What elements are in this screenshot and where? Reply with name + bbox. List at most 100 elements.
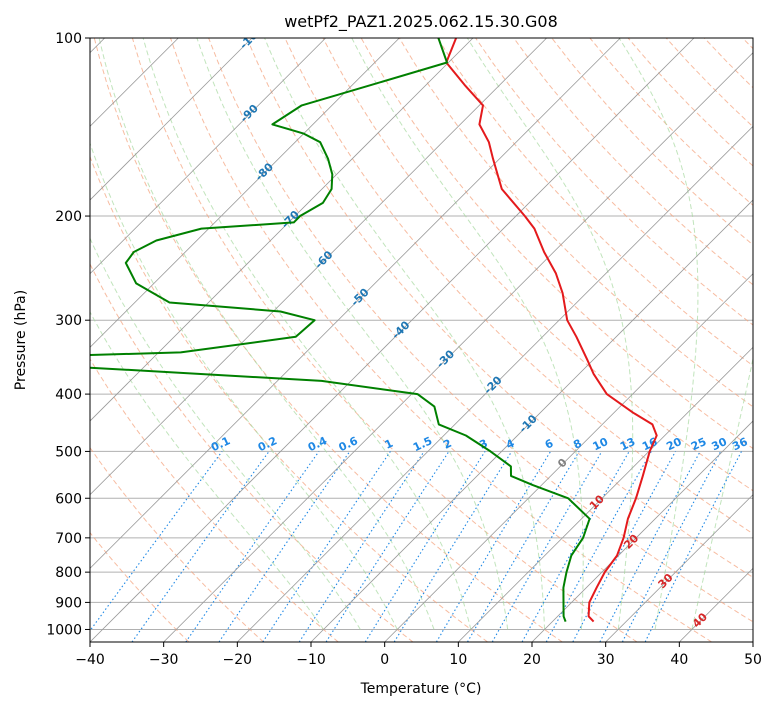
x-tick-label: −30: [149, 652, 179, 668]
x-axis-ticks: −40 −30 −20 −10 0 10 20 30 40 50: [75, 642, 762, 668]
isotherm-line: [679, 567, 753, 642]
dry-adiabat-line: [90, 446, 264, 642]
dry-adiabat-line: [90, 155, 488, 642]
dry-adiabat-line: [551, 38, 753, 246]
chart-title: wetPf2_PAZ1.2025.062.15.30.G08: [284, 12, 558, 32]
dry-adiabat-line: [90, 531, 190, 642]
moist-adiabat-line: [90, 141, 398, 630]
isotherm-label: -10: [517, 412, 540, 435]
isotherm-line: [90, 38, 621, 569]
moist-adiabat-line: [691, 356, 753, 630]
mixing-ratio-line: [599, 451, 701, 642]
y-axis-label: Pressure (hPa): [13, 290, 29, 390]
mixing-ratio-line: [298, 451, 425, 642]
x-tick-label: 50: [744, 652, 762, 668]
background-lines: [90, 38, 753, 642]
dry-adiabat-line: [90, 358, 339, 642]
mixing-ratio-label: 4: [504, 437, 517, 452]
mixing-ratio-label: 10: [591, 435, 611, 453]
dry-adiabat-line: [742, 38, 753, 50]
dry-adiabat-line: [665, 38, 753, 128]
isotherm-label: -60: [312, 248, 335, 271]
x-tick-label: 20: [523, 652, 541, 668]
y-tick-label: 500: [55, 444, 82, 460]
moist-adiabat-line: [196, 38, 509, 630]
dry-adiabat-line: [284, 38, 753, 535]
isotherm-line: [237, 125, 753, 642]
dry-adiabat-line: [703, 38, 753, 89]
mixing-ratio-line: [545, 451, 652, 642]
dry-adiabat-line: [322, 38, 753, 492]
y-tick-label: 100: [55, 31, 82, 47]
mixing-ratio-line: [393, 451, 513, 642]
isotherm-label: 0: [555, 456, 570, 471]
mixing-ratio-line: [325, 451, 450, 642]
mixing-ratio-line: [218, 451, 351, 642]
dry-adiabat-line: [208, 38, 753, 623]
dry-adiabat-line: [170, 38, 712, 642]
y-tick-label: 200: [55, 209, 82, 225]
y-axis-ticks: 100 200 300 400 500 600 700 800 900 1000: [46, 31, 90, 638]
isotherm-line: [163, 52, 753, 642]
moist-adiabat-line: [466, 38, 634, 630]
isotherm-line: [310, 199, 753, 642]
isotherm-line: [531, 420, 753, 642]
y-tick-label: 900: [55, 595, 82, 611]
mixing-ratio-label: 36: [730, 435, 750, 453]
x-axis-label: Temperature (°C): [360, 681, 482, 697]
mixing-ratio-line: [644, 451, 742, 642]
dry-adiabat-line: [246, 38, 753, 578]
x-tick-label: −40: [75, 652, 105, 668]
moist-adiabat-line: [98, 38, 435, 630]
isotherm-line: [90, 38, 253, 201]
moist-adiabat-line: [142, 38, 472, 630]
isotherm-label: -100: [237, 23, 266, 52]
x-tick-label: −20: [223, 652, 253, 668]
mixing-ratio-label: 25: [689, 435, 708, 453]
mixing-ratio-line: [435, 451, 552, 642]
dry-adiabat-line: [131, 38, 638, 642]
dry-adiabat-line: [93, 38, 563, 642]
x-tick-label: 0: [380, 652, 389, 668]
moist-adiabat-line: [90, 311, 324, 630]
moist-adiabat-line: [264, 38, 545, 630]
isotherm-line: [90, 38, 474, 422]
dry-adiabat-line: [436, 38, 753, 367]
mixing-ratio-label: 6: [543, 437, 556, 452]
mixing-ratio-label: 20: [664, 435, 684, 453]
y-tick-label: 300: [55, 313, 82, 329]
mixing-ratio-line: [621, 451, 722, 642]
dry-adiabat-line: [360, 38, 753, 450]
x-tick-label: 40: [670, 652, 688, 668]
isotherm-line: [605, 494, 753, 642]
dry-adiabat-line: [90, 262, 414, 642]
x-tick-label: −10: [296, 652, 326, 668]
isotherm-line: [90, 38, 400, 348]
isotherm-label: -40: [389, 318, 412, 341]
isotherm-line: [384, 273, 753, 642]
moist-adiabat-line: [90, 237, 361, 630]
moist-adiabat-line: [351, 38, 584, 630]
isotherm-line: [752, 641, 753, 642]
moist-adiabat-line: [618, 38, 699, 630]
mixing-ratio-line: [90, 451, 223, 632]
isotherm-label: -30: [434, 347, 457, 370]
isotherm-line: [90, 38, 695, 642]
y-tick-label: 800: [55, 565, 82, 581]
y-tick-label: 700: [55, 531, 82, 547]
temperature-trace: [445, 38, 658, 623]
isotherm-line: [90, 38, 547, 496]
plot-frame: [89, 37, 754, 643]
x-tick-label: 30: [597, 652, 615, 668]
mixing-ratio-label: 30: [710, 435, 730, 453]
isotherm-label: -90: [238, 102, 261, 125]
isotherm-line: [90, 38, 326, 275]
isotherm-label: -80: [253, 160, 276, 183]
y-tick-label: 600: [55, 491, 82, 507]
mixing-ratio-line: [262, 451, 391, 642]
sounding-traces: [90, 38, 658, 623]
mixing-ratio-line: [572, 451, 676, 642]
isotherm-label: 40: [690, 610, 710, 630]
mixing-ratio-line: [185, 451, 320, 642]
